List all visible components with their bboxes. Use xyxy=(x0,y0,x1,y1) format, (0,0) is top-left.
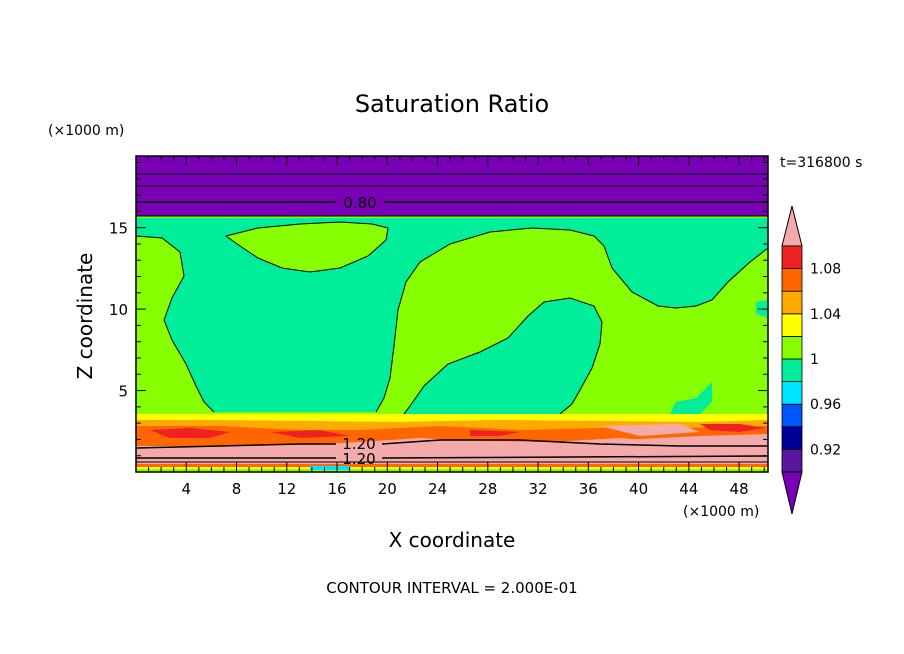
x-tick-label: 12 xyxy=(277,480,296,498)
y-axis-label: Z coordinate xyxy=(73,253,97,380)
colorbar-box xyxy=(781,358,803,383)
x-tick-label: 40 xyxy=(629,480,648,498)
y-tick-label: 15 xyxy=(109,220,128,238)
colorbar-box xyxy=(781,381,803,405)
x-axis-ticks: 4 8 12 16 20 24 28 32 36 40 44 48 xyxy=(148,156,765,498)
upper-region-middle xyxy=(226,222,388,272)
lower-deep-red-patches xyxy=(150,424,766,438)
colorbar-label: 1.08 xyxy=(810,262,841,278)
lower-yellow-edge xyxy=(136,414,768,422)
colorbar-box xyxy=(781,448,803,473)
upper-patch-d xyxy=(422,222,472,236)
plot-frame xyxy=(135,155,769,473)
x-tick-label: 20 xyxy=(378,480,397,498)
x-axis-label: X coordinate xyxy=(389,528,516,552)
contour-outline-island xyxy=(224,221,389,273)
contour-label-120-lower: 1.20 xyxy=(342,450,375,468)
lower-pink-patch xyxy=(600,424,700,436)
colorbar: 1.08 1.04 1 0.96 0.92 xyxy=(781,205,841,515)
x-tick-label: 16 xyxy=(327,480,346,498)
contour-line-120-upper xyxy=(135,439,768,449)
plot-area: 0.80 1.20 1.20 4 8 12 16 20 24 28 32 36 40 44 48 51… xyxy=(109,155,769,498)
contour-outline-left xyxy=(135,235,215,413)
colorbar-box xyxy=(781,403,803,428)
colorbar-box xyxy=(781,268,803,292)
y-unit-label: (×1000 m) xyxy=(48,123,124,139)
upper-patch-c xyxy=(670,382,712,414)
colorbar-box xyxy=(781,335,803,360)
lower-pink-overlay xyxy=(136,438,768,472)
upper-region-right xyxy=(404,298,602,414)
colorbar-over-arrow xyxy=(781,205,803,247)
colorbar-label: 1 xyxy=(810,352,819,368)
bottom-red-strip xyxy=(136,464,768,467)
contour-interval-footer: CONTOUR INTERVAL = 2.000E-01 xyxy=(326,579,577,597)
x-tick-label: 4 xyxy=(181,480,191,498)
colorbar-label: 0.96 xyxy=(810,397,841,413)
bottom-yellow-strip xyxy=(136,467,768,469)
x-tick-label: 32 xyxy=(529,480,548,498)
contour-label-080: 0.80 xyxy=(343,194,376,212)
y-tick-label: 10 xyxy=(109,301,128,319)
colorbar-box xyxy=(781,313,803,337)
contour-outline-right-island xyxy=(403,297,603,415)
colorbar-box xyxy=(781,290,803,315)
time-label: t=316800 s xyxy=(780,155,862,171)
colorbar-box xyxy=(781,245,803,270)
contour-label-120-upper: 1.20 xyxy=(342,435,375,453)
x-tick-label: 44 xyxy=(679,480,698,498)
x-tick-label: 8 xyxy=(232,480,242,498)
contour-outline-center xyxy=(375,227,769,413)
x-tick-label: 36 xyxy=(579,480,598,498)
lower-red-band xyxy=(136,426,768,446)
contour-line-120-lower xyxy=(136,455,769,459)
bottom-green-strip xyxy=(136,469,768,472)
colorbar-label: 0.92 xyxy=(810,442,841,458)
colorbar-label: 1.04 xyxy=(810,307,841,323)
x-tick-label: 28 xyxy=(478,480,497,498)
colorbar-box xyxy=(781,426,803,450)
upper-patch-a xyxy=(660,226,688,244)
x-unit-label: (×1000 m) xyxy=(683,504,759,520)
chart-title: Saturation Ratio xyxy=(355,90,549,118)
x-tick-label: 24 xyxy=(428,480,447,498)
bottom-cyan-patch xyxy=(310,466,350,470)
colorbar-under-arrow xyxy=(781,471,803,515)
y-tick-label: 5 xyxy=(118,383,128,401)
x-tick-label: 48 xyxy=(730,480,749,498)
y-axis-ticks: 5 10 15 xyxy=(109,162,768,457)
